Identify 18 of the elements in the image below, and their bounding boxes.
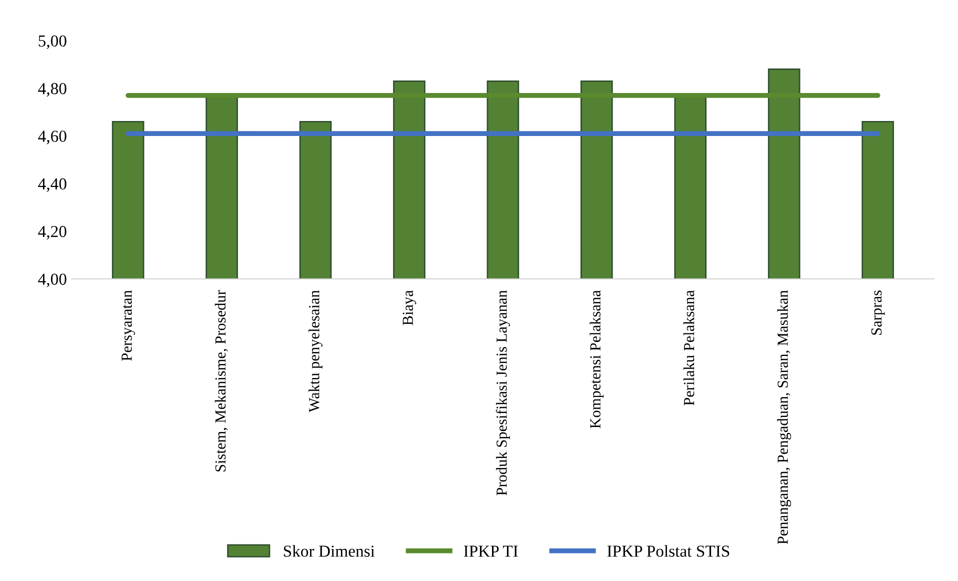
y-tick-label: 4,60 (38, 130, 66, 144)
x-tick-label: Sistem, Mekanisme, Prosedur (214, 290, 228, 472)
y-tick-label: 4,80 (38, 83, 66, 97)
x-tick-label: Waktu penyelesaian (308, 290, 322, 412)
x-tick-label: Biaya (402, 290, 416, 326)
x-tick-label: Penanganan, Pengaduan, Saran, Masukan (777, 290, 792, 544)
y-tick-label: 5,00 (38, 35, 66, 50)
y-tick-label: 4,40 (38, 178, 66, 192)
legend-label: IPKP TI (464, 546, 518, 557)
x-tick-label: Persyaratan (122, 290, 136, 361)
x-tick-label: Produk Spesifikasi Jenis Layanan (496, 290, 510, 496)
y-tick-label: 4,00 (38, 274, 66, 288)
x-tick-label: Perilaku Pelaksana (683, 290, 694, 406)
legend-label: Skor Dimensi (284, 545, 375, 557)
y-tick-label: 4,20 (38, 226, 66, 240)
legend-label: IPKP Polstat STIS (607, 545, 730, 557)
x-tick-label: Kompetensi Pelaksana (590, 290, 604, 428)
x-tick-label: Sarpras (871, 290, 885, 335)
